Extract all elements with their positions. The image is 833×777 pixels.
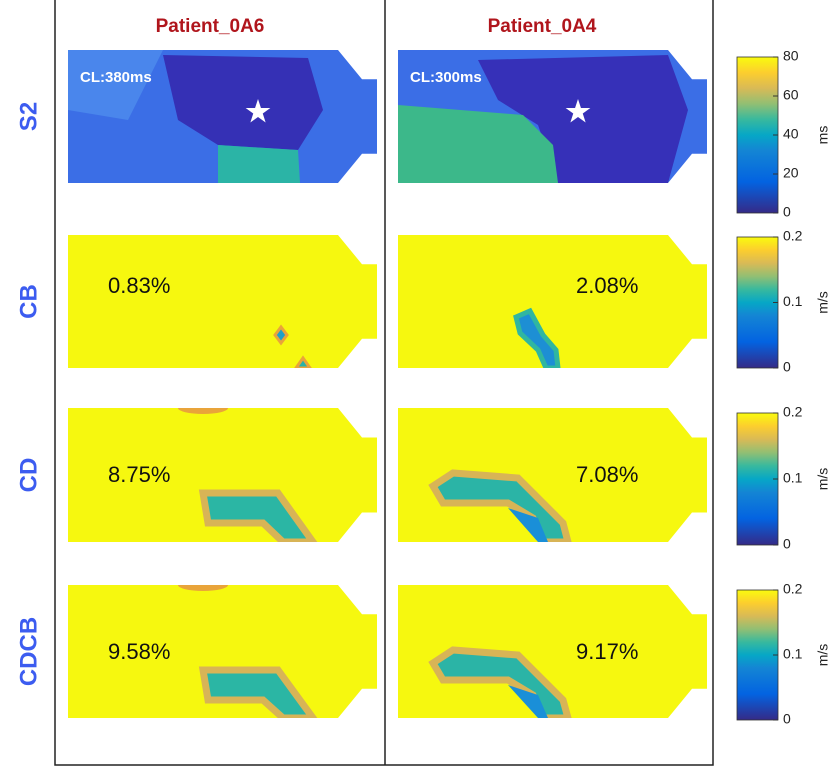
frame [54, 0, 714, 766]
map-region [513, 307, 561, 368]
percentage-label: 0.83% [108, 273, 170, 298]
colorbar-tick-label: 0.1 [783, 646, 803, 662]
cycle-length: CL:300ms [410, 69, 482, 86]
colorbar [736, 236, 779, 369]
map-region [198, 666, 320, 718]
map-region [398, 105, 558, 183]
column-title: Patient_0A6 [156, 16, 265, 37]
map-region [428, 469, 573, 542]
colorbar-tick-label: 80 [783, 48, 799, 64]
percentage-label: 8.75% [108, 462, 170, 487]
colorbar-tick-label: 0.2 [783, 581, 803, 597]
map-region [178, 408, 228, 414]
colorbar-unit: m/s [815, 644, 831, 667]
map-panel [68, 235, 377, 368]
map-region [163, 55, 323, 150]
map-region [428, 646, 573, 718]
map-region [273, 324, 289, 346]
map-region [178, 585, 228, 591]
colorbar [736, 589, 779, 721]
map-region [293, 355, 313, 368]
colorbar-tick-label: 0 [783, 204, 791, 220]
colorbar-tick-label: 0 [783, 536, 791, 552]
colorbar-tick-label: 60 [783, 87, 799, 103]
star-marker [245, 99, 271, 123]
colorbar-tick-label: 0 [783, 359, 791, 375]
map-region [508, 685, 548, 718]
map-region [218, 145, 300, 183]
map-panel [68, 408, 377, 542]
colorbar [736, 56, 779, 214]
map-bg [398, 235, 707, 368]
percentage-label: 9.17% [576, 639, 638, 664]
percentage-label: 2.08% [576, 273, 638, 298]
map-region [508, 508, 548, 542]
map-panel [398, 585, 707, 718]
colorbar-tick-label: 20 [783, 165, 799, 181]
map-region [198, 489, 320, 542]
colorbar-unit: m/s [815, 291, 831, 314]
map-panel [68, 50, 377, 183]
row-label: CB [15, 284, 42, 319]
cycle-length: CL:380ms [80, 69, 152, 86]
colorbar-unit: m/s [815, 468, 831, 491]
colorbar-tick-label: 0.2 [783, 228, 803, 244]
colorbar-tick-label: 0.1 [783, 470, 803, 486]
star-marker [565, 99, 591, 123]
colorbar-tick-label: 40 [783, 126, 799, 142]
map-panel [398, 235, 707, 368]
percentage-label: 7.08% [576, 462, 638, 487]
row-label: CD [15, 458, 42, 493]
map-panel [398, 408, 707, 542]
colorbar-tick-label: 0.2 [783, 404, 803, 420]
colorbar-tick-label: 0.1 [783, 293, 803, 309]
percentage-label: 9.58% [108, 639, 170, 664]
map-bg [68, 235, 377, 368]
column-title: Patient_0A4 [488, 16, 597, 37]
row-label: CDCB [15, 617, 42, 686]
map-region [68, 50, 163, 120]
colorbar-tick-label: 0 [783, 711, 791, 727]
map-panel [68, 585, 377, 718]
colorbar-unit: ms [815, 126, 831, 145]
row-label: S2 [15, 102, 42, 131]
colorbar [736, 412, 779, 546]
